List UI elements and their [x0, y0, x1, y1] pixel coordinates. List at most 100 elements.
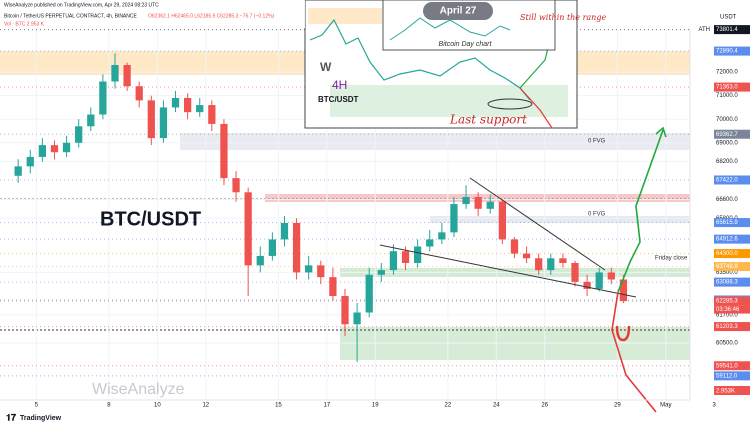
- volume-label: 2.953K: [716, 389, 735, 395]
- price-label: 69362.7: [716, 132, 738, 138]
- price-label: 67422.0: [716, 178, 738, 184]
- x-tick-label: 10: [154, 403, 161, 409]
- price-label-box: [714, 129, 750, 139]
- bounce-mark: [615, 325, 631, 342]
- candle-body: [377, 270, 385, 275]
- candle-body: [438, 232, 446, 240]
- bull-path: [617, 129, 664, 293]
- ath-label: ATH: [698, 27, 710, 33]
- candle-body: [280, 222, 289, 240]
- candle-body: [559, 258, 567, 263]
- trend-line: [379, 244, 637, 298]
- price-label: 59541.0: [716, 363, 738, 369]
- candle-body: [365, 274, 373, 313]
- y-tick-label: 70000.0: [716, 117, 738, 123]
- price-label: 73801.4: [716, 27, 738, 33]
- candle-body: [329, 277, 337, 296]
- price-label-box: [714, 296, 750, 306]
- price-label-box: [714, 322, 750, 332]
- candle-body: [486, 201, 494, 209]
- inset-ellipse: [487, 98, 533, 110]
- candle-body: [87, 114, 95, 127]
- price-label: 62285.3: [716, 299, 738, 305]
- candle-body: [196, 105, 204, 113]
- price-label-box: [714, 25, 750, 35]
- candle-body: [62, 142, 71, 153]
- x-tick-label: 12: [202, 403, 209, 409]
- watermark: WiseAnalyze: [92, 381, 185, 398]
- candle-body: [583, 281, 591, 289]
- countdown-box: [714, 305, 750, 314]
- candle-body: [547, 258, 555, 271]
- symbol: Bitcoin / TetherUS PERPETUAL CONTRACT, 4…: [4, 13, 137, 19]
- candle-body: [498, 201, 506, 240]
- date-pill: [423, 2, 493, 20]
- x-tick-label: 19: [372, 403, 379, 409]
- x-tick-label: 24: [493, 403, 500, 409]
- x-tick-label: 15: [275, 403, 282, 409]
- trend-line: [469, 177, 606, 271]
- countdown: 03:36:46: [716, 307, 740, 313]
- price-label-box: [714, 371, 750, 381]
- x-tick-label: May: [660, 403, 671, 409]
- fvg-label: 0 FVG: [588, 139, 606, 145]
- candle-body: [111, 65, 119, 82]
- y-tick-label: 71000.0: [716, 93, 738, 99]
- price-label: 65615.9: [716, 220, 738, 226]
- volume-label-box: [714, 386, 750, 395]
- y-tick-label: 68200.0: [716, 159, 738, 165]
- candle-body: [474, 197, 482, 209]
- price-label-box: [714, 46, 750, 56]
- inset-timeframe: 4H: [332, 78, 347, 92]
- x-tick-label: 17: [323, 403, 330, 409]
- candle-body: [268, 239, 276, 256]
- candle-body: [414, 246, 422, 263]
- price-label-box: [714, 277, 750, 287]
- inset-arrow: [519, 87, 553, 129]
- candle-body: [232, 178, 240, 193]
- price-label: 71363.0: [716, 85, 738, 91]
- inset-caption: Bitcoin Day chart: [439, 41, 493, 48]
- candle-body: [292, 222, 301, 273]
- candle-body: [135, 86, 143, 101]
- inset-symbol: BTC/USDT: [318, 95, 359, 104]
- candle-body: [353, 312, 361, 325]
- inset-price: [309, 18, 531, 101]
- inset-note: Still within the range: [520, 13, 606, 22]
- candle-body: [38, 145, 46, 157]
- fvg-zone: [430, 216, 690, 223]
- x-tick-label: 8: [107, 403, 111, 409]
- inset-support: Last support: [449, 113, 527, 127]
- bear-path: [611, 291, 657, 413]
- drawings: [379, 126, 667, 413]
- candle-body: [123, 65, 131, 87]
- candle-body: [26, 156, 34, 167]
- candle-body: [75, 126, 83, 143]
- candle-body: [317, 265, 325, 278]
- candle-body: [535, 258, 543, 271]
- price-label-box: [714, 82, 750, 92]
- candle-body: [607, 272, 615, 280]
- inset-logo: W: [320, 60, 332, 74]
- header-bg: [0, 0, 305, 28]
- price-axis: [690, 0, 750, 424]
- candle-body: [208, 105, 216, 124]
- y-tick-label: 66600.0: [716, 197, 738, 203]
- y-tick-label: 61700.0: [716, 312, 738, 318]
- price-label: 63088.3: [716, 280, 738, 286]
- brand-logo: 𝟏𝟕: [6, 412, 16, 422]
- candle-body: [462, 197, 470, 205]
- price-label: 72890.4: [716, 49, 738, 55]
- arrow-head: [655, 126, 667, 138]
- y-tick-label: 72000.0: [716, 70, 738, 76]
- candle-body: [389, 251, 398, 271]
- candle-body: [426, 239, 434, 247]
- volume: Vol · BTC 2.953 K: [4, 21, 45, 27]
- x-tick-label: 26: [541, 403, 548, 409]
- axis-labels: 72000.0 71000.0 70000.0 69000.0 68200.0 66600…: [35, 25, 750, 409]
- candle-body: [14, 166, 22, 176]
- candle-body: [305, 265, 313, 273]
- candle-body: [184, 98, 192, 113]
- candle-body: [256, 255, 264, 266]
